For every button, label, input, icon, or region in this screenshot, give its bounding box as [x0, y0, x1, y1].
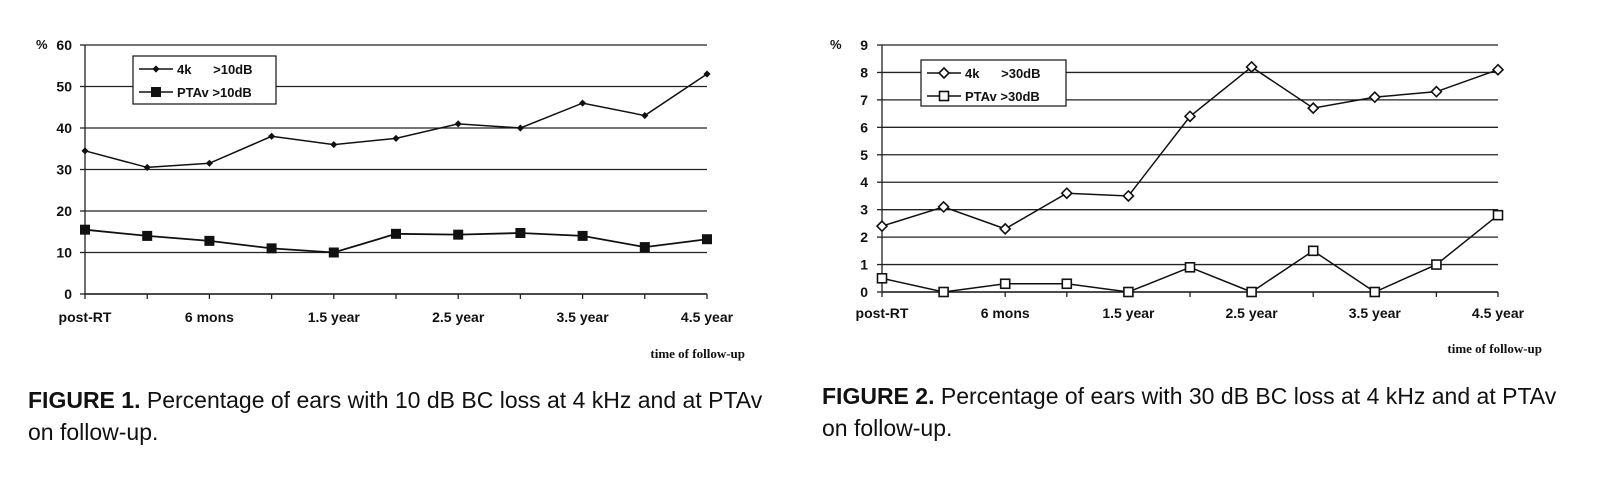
- chart1-xtick-label-0: post-RT: [59, 309, 112, 325]
- chart-1: 0 10 20 30 40 50 60% post-RT 6 mons 1.5 year 2.5 y…: [36, 37, 745, 361]
- chart2-xtick-label-1: 6 mons: [981, 305, 1030, 321]
- caption-2-label: FIGURE 2.: [822, 383, 935, 409]
- chart2-series-2-point-9: [1431, 259, 1442, 270]
- chart2-series-1-point-0: [875, 220, 889, 233]
- chart2-ytick-label-0: 0: [860, 284, 868, 300]
- chart2-series-2-point-5: [1184, 261, 1196, 273]
- caption-2-text: Percentage of ears with 30 dB BC loss at…: [822, 383, 1557, 441]
- chart1-series-2-point-2: [204, 235, 215, 246]
- chart2-series-2-point-4: [1123, 286, 1134, 298]
- chart1-series-1-point-8: [579, 99, 587, 107]
- figure-1: 0 10 20 30 40 50 60% post-RT 6 mons 1.5 year 2.5 y…: [0, 0, 800, 492]
- chart2-xtick-label-3: 2.5 year: [1226, 305, 1279, 321]
- chart1-xtick-label-5: 4.5 year: [681, 309, 734, 325]
- chart2-series-1-point-4: [1122, 189, 1135, 203]
- chart1-series-2-point-7: [515, 227, 526, 238]
- chart1-series-2-point-1: [142, 230, 153, 241]
- chart2-xtick-label-4: 3.5 year: [1349, 305, 1402, 321]
- chart1-legend-label-1: 4k >10dB: [177, 62, 253, 77]
- chart2-xtick-label-0: post-RT: [856, 305, 909, 321]
- chart2-series-2-point-10: [1492, 209, 1504, 221]
- chart1-series-2-point-10: [702, 234, 712, 245]
- chart1-ytick-label-0: 0: [64, 286, 72, 302]
- chart1-legend-label-2: PTAv >10dB: [177, 85, 252, 100]
- chart1-series-2-point-9: [639, 242, 650, 253]
- chart1-series-1-point-0: [81, 147, 89, 155]
- chart2-legend-label-1: 4k >30dB: [965, 66, 1041, 81]
- chart2-ytick-label-6: 6: [860, 119, 868, 135]
- chart2-ytick-label-2: 2: [860, 229, 868, 245]
- chart2-series-1-point-1: [937, 200, 950, 214]
- chart2-series-2-point-1: [938, 286, 949, 298]
- chart2-series-1-point-7: [1307, 101, 1320, 115]
- chart1-series-2-point-6: [453, 229, 464, 240]
- chart1-legend-marker-2: [151, 87, 161, 97]
- chart2-legend-marker-1: [937, 66, 951, 80]
- chart2-series-2-point-7: [1307, 245, 1319, 257]
- chart2-x-axis-label: time of follow-up: [1447, 341, 1542, 356]
- chart2-series-1-point-6: [1245, 60, 1258, 74]
- chart1-series-1-point-3: [268, 132, 276, 140]
- chart2-ytick-label-7: 7: [860, 92, 868, 108]
- chart2-ytick-label-4: 4: [860, 174, 868, 190]
- chart2-series-1-point-10: [1491, 63, 1505, 76]
- caption-1: FIGURE 1. Percentage of ears with 10 dB …: [28, 384, 768, 448]
- chart2-ytick-label-1: 1: [860, 257, 868, 273]
- chart2-y-axis-label: %: [830, 37, 842, 52]
- chart2-series-2-line: [881, 214, 1499, 293]
- chart1-ytick-label-40: 40: [56, 120, 72, 136]
- chart2-series-1-point-9: [1430, 85, 1443, 98]
- chart1-y-axis-label: %: [36, 37, 48, 52]
- chart1-x-axis-label: time of follow-up: [650, 346, 745, 361]
- chart2-ytick-label-8: 8: [860, 64, 868, 80]
- chart1-ytick-label-10: 10: [56, 245, 72, 261]
- chart1-series-1-point-7: [516, 124, 524, 132]
- chart1-ytick-label-60: 60: [56, 37, 72, 53]
- chart1-series-1-point-10: [703, 70, 711, 78]
- chart2-ytick-label-5: 5: [860, 147, 868, 163]
- chart2-ytick-label-3: 3: [860, 202, 868, 218]
- chart1-series-1-point-5: [392, 134, 400, 142]
- chart2-series-1-point-5: [1183, 110, 1197, 123]
- chart2-xtick-label-5: 4.5 year: [1472, 305, 1525, 321]
- chart2-series-2-point-6: [1246, 286, 1257, 298]
- chart1-ytick-label-50: 50: [56, 79, 72, 95]
- chart2-series-2-point-3: [1061, 278, 1073, 290]
- chart1-series-2-point-8: [577, 230, 588, 241]
- chart2-ytick-label-9: 9: [860, 37, 868, 53]
- chart2-series-2-point-0: [876, 272, 888, 284]
- chart2-series-2-point-8: [1369, 286, 1381, 298]
- chart2-series-1-point-8: [1368, 91, 1381, 104]
- chart2-legend-label-2: PTAv >30dB: [965, 89, 1040, 104]
- chart2-xtick-label-2: 1.5 year: [1102, 305, 1155, 321]
- chart1-series-2-point-4: [328, 247, 339, 258]
- chart1-xtick-label-2: 1.5 year: [308, 309, 361, 325]
- chart1-ytick-label-30: 30: [56, 162, 72, 178]
- caption-1-text: Percentage of ears with 10 dB BC loss at…: [28, 387, 763, 445]
- chart2-series-2-point-2: [999, 278, 1011, 290]
- chart2-series-1-point-2: [999, 222, 1012, 236]
- chart1-series-2-point-3: [266, 243, 277, 254]
- chart1-series-2-point-0: [80, 224, 90, 235]
- chart2-legend-marker-2: [938, 90, 950, 102]
- chart1-xtick-label-3: 2.5 year: [432, 309, 485, 325]
- chart-2: 0 1 2 3 4 5 6 7 8 9% post-RT 6 mons 1.5 year 2.5 year…: [830, 37, 1542, 356]
- chart1-xtick-label-4: 3.5 year: [557, 309, 610, 325]
- chart1-series-2-point-5: [391, 228, 401, 239]
- chart1-series-1-point-9: [641, 111, 649, 120]
- chart1-xtick-label-1: 6 mons: [185, 309, 234, 325]
- chart1-series-1-point-1: [143, 163, 151, 171]
- figure-2: 0 1 2 3 4 5 6 7 8 9% post-RT 6 mons 1.5 year 2.5 year…: [810, 0, 1620, 492]
- caption-1-label: FIGURE 1.: [28, 387, 141, 413]
- chart1-legend-marker-1: [152, 65, 160, 73]
- chart1-series-1-point-6: [454, 120, 462, 128]
- chart2-series-1-point-3: [1060, 187, 1073, 200]
- chart1-series-1-point-2: [205, 159, 213, 167]
- caption-2: FIGURE 2. Percentage of ears with 30 dB …: [822, 380, 1562, 444]
- chart1-ytick-label-20: 20: [56, 203, 72, 219]
- chart1-series-1-point-4: [330, 141, 338, 149]
